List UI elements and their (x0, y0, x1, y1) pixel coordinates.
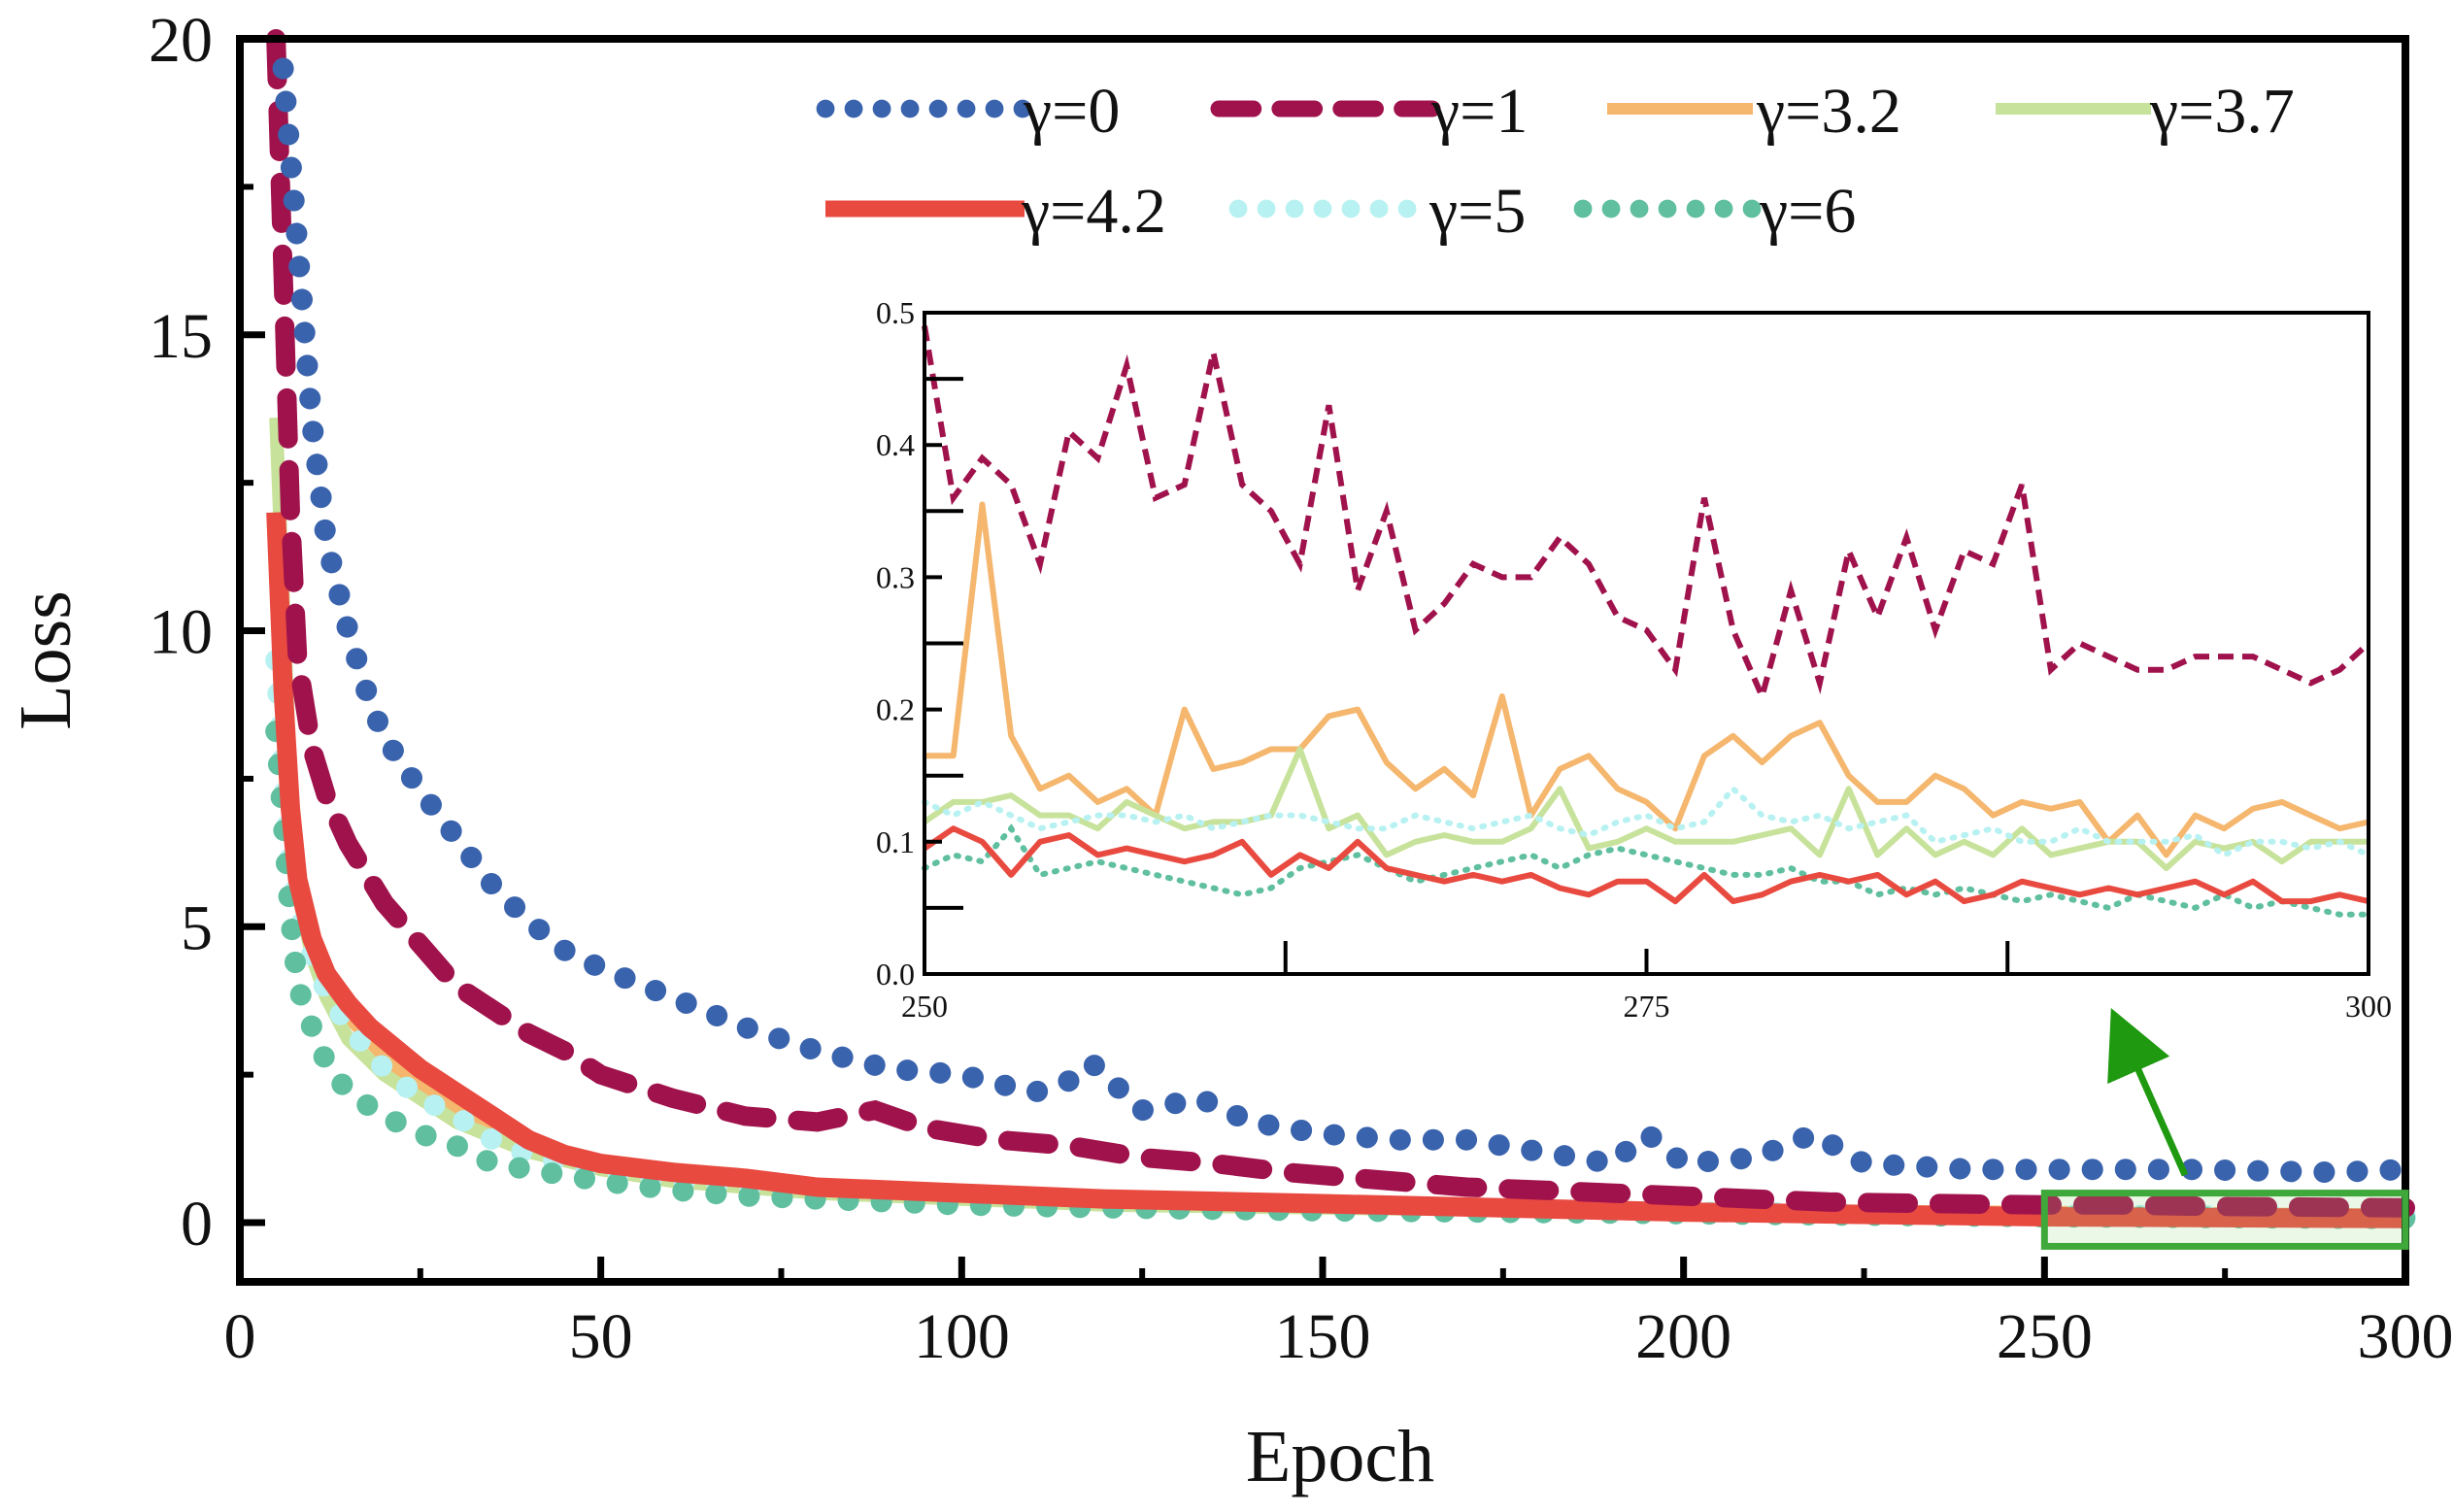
series-line-4 (266, 512, 2406, 1228)
legend: γ=0 γ=1 γ=3.2 γ=3.7 γ=4.2 γ=5 γ=6 (816, 76, 2295, 247)
y-tick-label: 10 (149, 597, 213, 668)
y-tick-label: 5 (181, 892, 213, 963)
x-tick-label: 50 (569, 1301, 633, 1372)
y-tick-label: 20 (149, 5, 213, 76)
legend-label-5: γ=5 (1428, 176, 1526, 247)
x-tick-label: 150 (1275, 1301, 1371, 1372)
legend-label-1: γ=1 (1430, 76, 1528, 147)
inset-plot (922, 325, 2371, 918)
y-axis-title: Loss (5, 590, 86, 730)
inset-y-tick-label: 0.2 (876, 692, 915, 727)
x-axis-title: Epoch (1246, 1416, 1434, 1497)
series-line-1 (266, 29, 2415, 1218)
x-tick-label: 200 (1635, 1301, 1731, 1372)
inset-y-tick-label: 0.5 (876, 295, 915, 330)
inset-x-tick-label: 275 (1624, 989, 1670, 1024)
inset-y-tick-label: 0.0 (876, 957, 915, 991)
inset-x-tick-label: 250 (901, 989, 948, 1024)
main-axes: 0 50 100 150 200 250 300 0 5 10 15 20 (149, 5, 2453, 1372)
x-tick-label: 250 (1997, 1301, 2093, 1372)
inset-y-tick-label: 0.3 (876, 559, 915, 594)
zoom-source-box (2040, 1190, 2409, 1250)
inset-x-tick-label: 300 (2345, 989, 2392, 1024)
inset-series-line-5 (922, 823, 2371, 918)
inset-series-line-3 (923, 825, 2369, 905)
inset-series-line-1 (924, 501, 2369, 858)
y-tick-label: 0 (181, 1189, 213, 1260)
legend-label-6: γ=6 (1759, 176, 1856, 247)
legend-label-3: γ=3.7 (2149, 76, 2295, 147)
inset-series-line-0 (922, 325, 2371, 705)
inset-y-tick-label: 0.1 (876, 824, 915, 859)
main-plot (265, 29, 2416, 1229)
inset-background (924, 313, 2369, 974)
x-tick-label: 0 (224, 1301, 256, 1372)
y-tick-label: 15 (149, 301, 213, 372)
x-tick-label: 100 (914, 1301, 1010, 1372)
legend-label-2: γ=3.2 (1756, 76, 1901, 147)
x-tick-label: 300 (2358, 1301, 2453, 1372)
legend-label-0: γ=0 (1023, 76, 1120, 147)
series-line-0 (272, 57, 2416, 1184)
zoom-arrow-icon (2107, 1007, 2189, 1177)
legend-label-4: γ=4.2 (1021, 176, 1166, 247)
inset-y-tick-label: 0.4 (876, 427, 915, 462)
inset-series-line-4 (922, 785, 2371, 858)
inset-axes: 250 275 300 0.0 0.1 0.2 0.3 0.4 0.5 (876, 295, 2392, 1024)
